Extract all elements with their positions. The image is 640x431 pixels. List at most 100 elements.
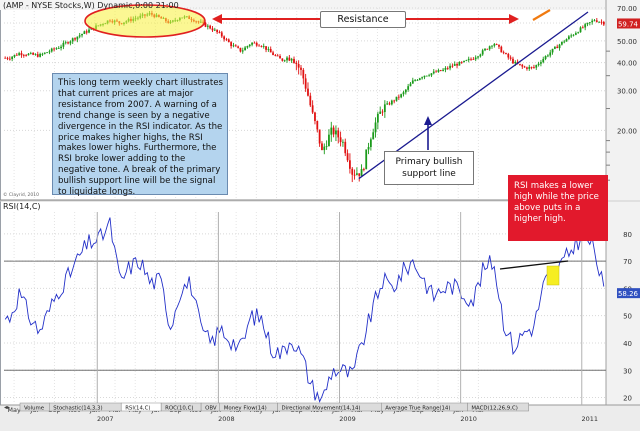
candle-body [509, 57, 512, 59]
rsi-y-tick: 80 [623, 231, 632, 239]
candle-body [241, 50, 244, 52]
candle-body [20, 53, 23, 56]
candle-body [295, 62, 298, 65]
candle-body [27, 53, 30, 56]
candle-body [477, 56, 479, 58]
x-month-tick: May [7, 406, 21, 414]
candle-body [349, 160, 351, 169]
candle-body [29, 52, 32, 54]
candle-body [388, 103, 391, 105]
candle-body [598, 21, 601, 23]
candle-body [414, 80, 417, 81]
candle-body [330, 127, 333, 135]
candle-body [535, 65, 538, 68]
candle-body [25, 55, 28, 56]
rsi-chart-title: RSI(14,C) [3, 202, 41, 211]
candle-body [502, 52, 505, 54]
price-y-tick: 40.00 [617, 60, 637, 68]
rsi-y-tick: 20 [623, 395, 632, 403]
candle-body [300, 67, 302, 70]
candle-body [379, 111, 382, 114]
candle-body [265, 46, 267, 50]
candle-body [435, 71, 437, 73]
candle-body [451, 65, 454, 67]
candle-body [62, 42, 65, 47]
candle-body [88, 29, 90, 33]
candle-body [234, 45, 237, 47]
candle-body [262, 46, 265, 47]
candle-body [274, 55, 277, 56]
candle-body [523, 66, 526, 68]
candle-body [579, 27, 582, 33]
candle-body [402, 92, 405, 95]
candle-body [46, 52, 48, 54]
candle-body [393, 100, 396, 102]
indicator-tab-label: OBV [205, 406, 217, 412]
candle-body [584, 24, 587, 28]
candle-body [432, 71, 435, 74]
candle-body [372, 132, 375, 140]
candle-body [204, 22, 207, 27]
candle-body [542, 58, 545, 63]
candle-body [83, 31, 86, 35]
candle-body [67, 42, 69, 44]
price-chart-title: (AMP - NYSE Stocks,W) Dynamic,0:00 21:00 [3, 1, 179, 10]
candle-body [216, 29, 219, 33]
candle-body [528, 66, 531, 69]
candle-body [288, 57, 291, 61]
analysis-note: This long term weekly chart illustrates … [52, 73, 228, 197]
candle-body [344, 141, 347, 154]
rsi-y-tick: 40 [623, 340, 632, 348]
candle-body [13, 54, 16, 57]
candle-body [386, 103, 389, 105]
candle-body [533, 66, 535, 68]
candle-body [383, 104, 386, 113]
candle-body [530, 66, 533, 68]
candle-body [218, 32, 221, 33]
candle-body [486, 48, 489, 50]
candle-body [591, 20, 594, 23]
candle-body [493, 44, 496, 46]
candle-body [514, 61, 517, 64]
primary-support-line [358, 11, 589, 180]
rsi-y-tick: 50 [623, 313, 632, 321]
candle-body [572, 34, 575, 36]
candle-body [488, 46, 491, 50]
candle-body [213, 29, 216, 31]
candle-body [367, 147, 370, 150]
candle-body [512, 58, 514, 64]
candle-body [251, 42, 253, 45]
candle-body [595, 20, 598, 22]
candle-body [458, 61, 461, 66]
candle-body [314, 112, 316, 121]
candle-body [481, 50, 484, 55]
price-y-tick: 50.00 [617, 38, 637, 46]
candle-body [267, 48, 270, 50]
candle-body [470, 58, 472, 60]
indicator-tab-label: MACD(12,26,9,C) [471, 406, 517, 412]
candle-body [421, 77, 424, 79]
candle-body [48, 51, 51, 53]
candle-body [418, 78, 421, 80]
candle-body [537, 63, 540, 66]
candle-body [302, 69, 305, 79]
rsi-divergence-note: RSI makes a lower high while the price a… [508, 175, 608, 241]
candle-body [269, 48, 272, 53]
candle-body [439, 70, 442, 71]
x-year-label: 2010 [460, 415, 477, 423]
candle-body [81, 34, 83, 36]
candle-body [565, 39, 568, 42]
candle-body [318, 129, 321, 144]
candle-body [425, 75, 428, 77]
support-pointer-arrowhead [424, 116, 432, 125]
candle-body [232, 45, 235, 47]
candle-body [556, 46, 559, 49]
indicator-tabs[interactable]: ◂▸ Volume Stochastic(14,3,3) RSI(14,C) ROC(1… [4, 402, 529, 412]
candle-body [577, 32, 580, 34]
candle-body [544, 56, 547, 59]
candle-body [472, 59, 475, 60]
candle-body [358, 173, 361, 176]
candle-body [400, 94, 403, 98]
candle-body [507, 53, 510, 58]
candle-body [8, 58, 11, 60]
